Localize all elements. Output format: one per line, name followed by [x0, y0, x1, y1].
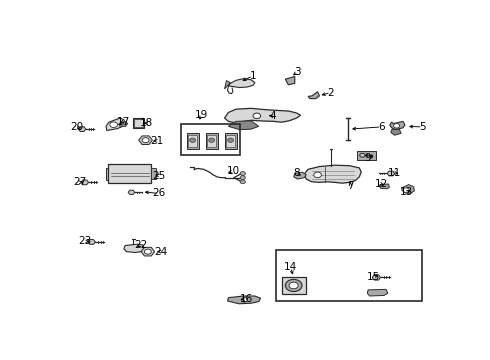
Text: 15: 15 — [367, 272, 380, 282]
Circle shape — [240, 180, 245, 184]
Circle shape — [227, 138, 234, 143]
Text: 22: 22 — [134, 240, 147, 250]
Text: 10: 10 — [226, 166, 240, 176]
Polygon shape — [227, 296, 261, 304]
Text: 8: 8 — [294, 168, 300, 179]
Polygon shape — [141, 247, 155, 256]
Circle shape — [190, 138, 196, 143]
Bar — [181, 123, 240, 156]
Polygon shape — [372, 275, 381, 280]
Circle shape — [240, 176, 245, 180]
Polygon shape — [224, 81, 230, 89]
Text: 27: 27 — [73, 177, 86, 187]
Polygon shape — [285, 76, 295, 85]
Polygon shape — [124, 244, 144, 252]
Text: 19: 19 — [195, 110, 208, 120]
Circle shape — [314, 172, 321, 177]
Polygon shape — [119, 121, 128, 127]
Circle shape — [209, 138, 215, 143]
Circle shape — [110, 122, 118, 127]
Circle shape — [253, 113, 261, 118]
Text: 5: 5 — [419, 122, 426, 132]
Text: 14: 14 — [284, 262, 297, 272]
Text: 11: 11 — [388, 168, 401, 178]
Bar — [226, 135, 235, 147]
Polygon shape — [402, 185, 415, 193]
Text: 24: 24 — [154, 247, 168, 257]
Text: 4: 4 — [269, 111, 276, 121]
Circle shape — [393, 123, 400, 128]
Polygon shape — [224, 108, 300, 123]
Bar — [276, 250, 422, 301]
Bar — [281, 278, 306, 294]
Polygon shape — [294, 172, 306, 179]
Text: 26: 26 — [152, 188, 166, 198]
Bar — [134, 120, 143, 127]
Polygon shape — [391, 129, 401, 135]
Circle shape — [285, 279, 302, 292]
Bar — [207, 135, 216, 147]
Text: 21: 21 — [151, 136, 164, 146]
Polygon shape — [88, 239, 96, 244]
Bar — [206, 133, 218, 149]
Text: 18: 18 — [140, 118, 153, 128]
Polygon shape — [304, 165, 361, 183]
Text: 12: 12 — [375, 179, 388, 189]
Text: 1: 1 — [250, 71, 256, 81]
Polygon shape — [106, 168, 108, 180]
Bar — [133, 118, 144, 128]
Bar — [188, 135, 197, 147]
Circle shape — [241, 298, 247, 302]
Circle shape — [289, 282, 298, 289]
Circle shape — [145, 249, 151, 254]
Polygon shape — [81, 180, 89, 185]
Text: 7: 7 — [347, 181, 354, 191]
Text: 16: 16 — [240, 294, 253, 304]
Text: 25: 25 — [152, 171, 166, 181]
Text: 20: 20 — [70, 122, 83, 132]
Polygon shape — [368, 289, 388, 296]
Polygon shape — [78, 127, 86, 131]
Bar — [151, 168, 156, 179]
Bar — [358, 151, 376, 159]
Polygon shape — [308, 92, 319, 99]
Text: 9: 9 — [365, 153, 371, 163]
Polygon shape — [360, 153, 366, 157]
Bar — [224, 133, 237, 149]
Polygon shape — [106, 118, 125, 131]
Polygon shape — [228, 79, 255, 87]
Circle shape — [403, 188, 409, 192]
Polygon shape — [128, 190, 135, 194]
Text: 2: 2 — [327, 87, 334, 98]
Text: 3: 3 — [294, 67, 301, 77]
Polygon shape — [139, 136, 152, 145]
Polygon shape — [387, 171, 394, 176]
Polygon shape — [379, 184, 390, 189]
Circle shape — [142, 138, 149, 143]
Text: 17: 17 — [117, 117, 130, 127]
Text: 23: 23 — [78, 237, 92, 246]
Text: 6: 6 — [378, 122, 385, 132]
Bar — [187, 133, 199, 149]
Polygon shape — [228, 121, 259, 130]
Polygon shape — [390, 121, 405, 130]
Text: 13: 13 — [399, 187, 413, 197]
Circle shape — [240, 172, 245, 175]
Bar — [108, 164, 151, 183]
